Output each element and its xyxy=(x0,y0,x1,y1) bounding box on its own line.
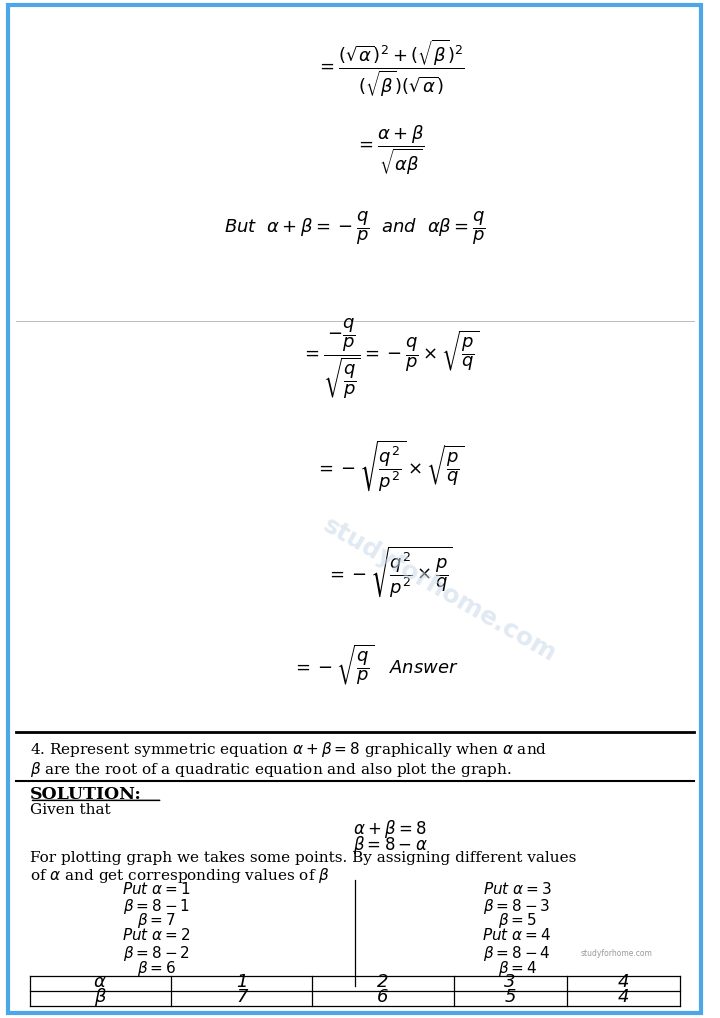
Text: $Put\ \alpha = 3$: $Put\ \alpha = 3$ xyxy=(482,881,552,897)
Text: $\beta = 8 - 1$: $\beta = 8 - 1$ xyxy=(123,897,190,916)
Text: 2: 2 xyxy=(377,972,389,991)
Text: $= \dfrac{\alpha + \beta}{\sqrt{\alpha\beta}}$: $= \dfrac{\alpha + \beta}{\sqrt{\alpha\b… xyxy=(355,123,425,177)
Text: $= \dfrac{-\dfrac{q}{p}}{\sqrt{\dfrac{q}{p}}} = -\dfrac{q}{p} \times \sqrt{\dfra: $= \dfrac{-\dfrac{q}{p}}{\sqrt{\dfrac{q}… xyxy=(301,317,479,400)
Text: 4. Represent symmetric equation $\alpha + \beta = 8$ graphically when $\alpha$ a: 4. Represent symmetric equation $\alpha … xyxy=(30,740,546,759)
Text: studyforhome.com: studyforhome.com xyxy=(318,513,560,667)
Text: $But\ \ \alpha + \beta = -\dfrac{q}{p}\ \ and\ \ \alpha\beta = \dfrac{q}{p}$: $But\ \ \alpha + \beta = -\dfrac{q}{p}\ … xyxy=(224,210,485,247)
Text: SOLUTION:: SOLUTION: xyxy=(30,786,142,803)
Text: $\beta = 8 - \alpha$: $\beta = 8 - \alpha$ xyxy=(353,834,428,856)
Text: 4: 4 xyxy=(617,972,629,991)
Text: $Put\ \alpha = 1$: $Put\ \alpha = 1$ xyxy=(122,881,192,897)
Text: $\beta = 4$: $\beta = 4$ xyxy=(498,959,537,977)
Text: $\beta = 8 - 3$: $\beta = 8 - 3$ xyxy=(483,897,551,916)
Text: 5: 5 xyxy=(504,987,516,1006)
Text: For plotting graph we takes some points. By assigning different values: For plotting graph we takes some points.… xyxy=(30,851,576,865)
Text: $\beta = 8 - 2$: $\beta = 8 - 2$ xyxy=(123,944,190,962)
Text: $\beta$: $\beta$ xyxy=(94,985,107,1008)
Text: $\beta = 8 - 4$: $\beta = 8 - 4$ xyxy=(483,944,551,962)
Text: $= -\sqrt{\dfrac{q^2}{p^2}} \times \sqrt{\dfrac{p}{q}}$: $= -\sqrt{\dfrac{q^2}{p^2}} \times \sqrt… xyxy=(315,438,464,494)
Text: $= \dfrac{(\sqrt{\alpha})^2 + (\sqrt{\beta})^2}{(\sqrt{\beta})(\sqrt{\alpha})}$: $= \dfrac{(\sqrt{\alpha})^2 + (\sqrt{\be… xyxy=(315,37,464,99)
Text: $Put\ \alpha = 4$: $Put\ \alpha = 4$ xyxy=(482,927,552,944)
Text: $\beta = 6$: $\beta = 6$ xyxy=(138,959,176,977)
Text: 3: 3 xyxy=(504,972,516,991)
Text: Given that: Given that xyxy=(30,803,110,817)
Text: $\beta = 7$: $\beta = 7$ xyxy=(138,911,176,930)
Text: $= -\sqrt{\dfrac{q}{p}}\ \ \ Answer$: $= -\sqrt{\dfrac{q}{p}}\ \ \ Answer$ xyxy=(292,643,459,687)
Text: 7: 7 xyxy=(236,987,248,1006)
Text: $\alpha + \beta = 8$: $\alpha + \beta = 8$ xyxy=(353,817,427,840)
Text: $\alpha$: $\alpha$ xyxy=(94,972,107,991)
Text: $= -\sqrt{\dfrac{q^2}{p^2} \times \dfrac{p}{q}}$: $= -\sqrt{\dfrac{q^2}{p^2} \times \dfrac… xyxy=(326,545,454,601)
Text: $Put\ \alpha = 2$: $Put\ \alpha = 2$ xyxy=(122,927,192,944)
Text: of $\alpha$ and get corresponding values of $\beta$: of $\alpha$ and get corresponding values… xyxy=(30,866,330,886)
Text: studyforhome.com: studyforhome.com xyxy=(580,949,652,958)
Text: $\beta = 5$: $\beta = 5$ xyxy=(498,911,536,930)
Text: $\beta$ are the root of a quadratic equation and also plot the graph.: $\beta$ are the root of a quadratic equa… xyxy=(30,759,511,779)
Text: 4: 4 xyxy=(617,987,629,1006)
Text: 6: 6 xyxy=(377,987,389,1006)
Text: 1: 1 xyxy=(236,972,248,991)
